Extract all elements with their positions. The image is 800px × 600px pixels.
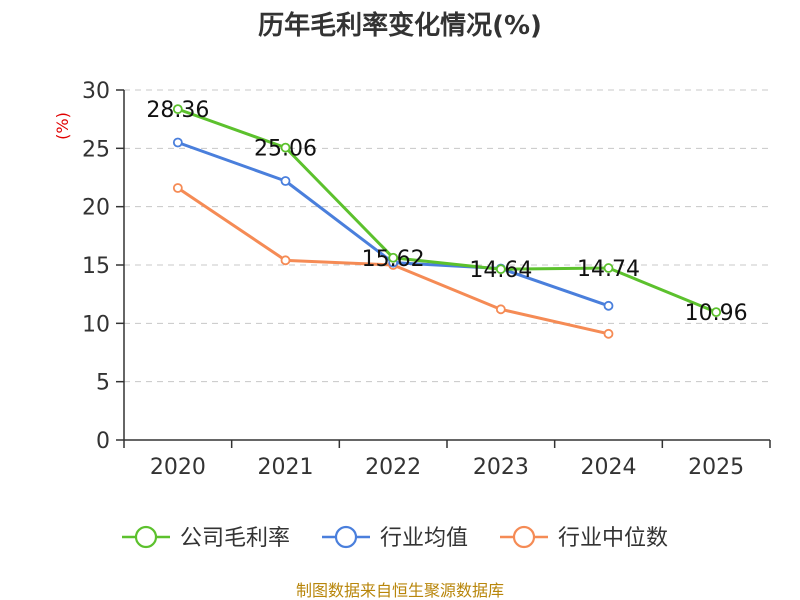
legend-label-2[interactable]: 行业均值 — [380, 526, 468, 551]
y-tick-label: 10 — [82, 312, 110, 337]
data-label: 14.74 — [577, 257, 640, 282]
legend-label-1[interactable]: 公司毛利率 — [180, 526, 290, 551]
x-tick-label: 2024 — [581, 455, 637, 480]
y-tick-label: 25 — [82, 137, 110, 162]
data-label: 10.96 — [685, 301, 748, 326]
series-line-1 — [177, 107, 717, 314]
y-tick-label: 30 — [82, 79, 110, 104]
x-tick-label: 2021 — [258, 455, 314, 480]
y-tick-label: 20 — [82, 196, 110, 221]
legend: 公司毛利率 行业均值 行业中位数 — [122, 525, 668, 551]
data-point-series-3[interactable] — [603, 328, 614, 339]
chart-title: 历年毛利率变化情况(%) — [258, 10, 542, 41]
data-point-series-1[interactable] — [280, 142, 291, 153]
data-label: 25.06 — [254, 137, 317, 162]
legend-marker-3 — [512, 525, 536, 549]
series-line-2 — [177, 141, 609, 308]
data-label: 14.64 — [469, 258, 532, 283]
data-label: 28.36 — [146, 98, 209, 123]
data-point-series-1[interactable] — [388, 252, 399, 263]
x-tick-label: 2023 — [473, 455, 529, 480]
y-tick-label: 0 — [96, 429, 110, 454]
series-lines — [172, 104, 722, 339]
data-point-series-1[interactable] — [711, 307, 722, 318]
data-point-series-2[interactable] — [603, 300, 614, 311]
source-note: 制图数据来自恒生聚源数据库 — [296, 581, 504, 600]
data-point-series-3[interactable] — [172, 183, 183, 193]
y-axis-unit-label: (%) — [53, 112, 72, 140]
data-point-series-3[interactable] — [495, 304, 506, 315]
x-tick-label: 2025 — [688, 455, 744, 480]
data-labels: 28.36 25.06 15.62 14.64 14.74 10.96 — [146, 98, 747, 326]
x-tick-label: 2020 — [150, 455, 206, 480]
data-point-series-1[interactable] — [603, 263, 614, 273]
x-tick-label: 2022 — [365, 455, 421, 480]
legend-marker-1 — [134, 525, 158, 549]
data-point-series-2[interactable] — [280, 176, 291, 186]
data-point-series-1[interactable] — [172, 104, 183, 115]
y-tick-label: 15 — [82, 254, 110, 279]
grid-lines — [124, 89, 770, 383]
legend-marker-2 — [334, 525, 358, 549]
y-tick-label: 5 — [96, 371, 110, 396]
data-point-series-1[interactable] — [495, 264, 506, 275]
data-point-series-2[interactable] — [172, 137, 183, 148]
data-point-series-3[interactable] — [280, 255, 291, 266]
legend-label-3[interactable]: 行业中位数 — [558, 526, 668, 551]
data-label: 15.62 — [362, 247, 425, 272]
